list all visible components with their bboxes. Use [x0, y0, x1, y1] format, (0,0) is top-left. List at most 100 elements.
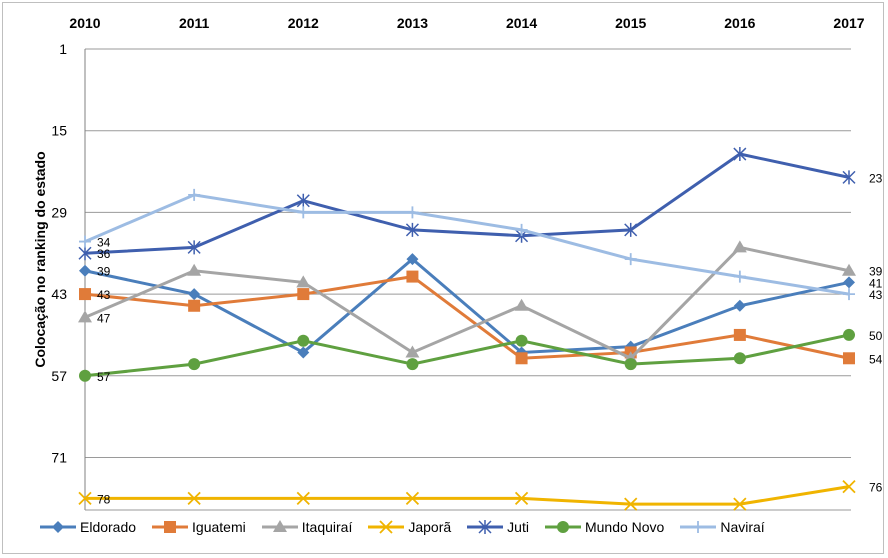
- data-point-eldorado: [297, 346, 310, 359]
- data-point-juti: [296, 193, 310, 208]
- series-line-japora: [85, 485, 850, 506]
- legend-marker: [164, 521, 177, 533]
- data-point-juti: [78, 246, 92, 261]
- data-point-iguatemi: [515, 352, 528, 365]
- legend-swatch: [680, 521, 717, 533]
- legend-label: Itaquiraí: [301, 519, 353, 535]
- data-point-navirai: [733, 270, 746, 283]
- data-point-navirai: [843, 288, 855, 301]
- data-point-navirai: [79, 235, 91, 248]
- data-point-itaquirai: [514, 298, 529, 311]
- data-point-japora: [296, 491, 310, 505]
- legend-marker: [52, 521, 64, 533]
- data-label-first: 47: [97, 311, 111, 325]
- series-line-juti: [84, 152, 850, 255]
- legend-swatch: [368, 520, 405, 534]
- data-label-last: 43: [869, 288, 883, 302]
- x-tick-label: 2012: [288, 15, 319, 31]
- y-tick-label: 15: [51, 123, 67, 139]
- data-point-itaquirai: [842, 263, 856, 276]
- legend-marker: [478, 520, 492, 534]
- legend-label: Mundo Novo: [584, 519, 665, 535]
- x-tick-label: 2014: [506, 15, 537, 31]
- legend-label: Iguatemi: [192, 519, 246, 535]
- legend-marker: [556, 521, 569, 533]
- data-point-iguatemi: [733, 328, 746, 341]
- y-tick-label: 29: [51, 204, 67, 220]
- data-point-iguatemi: [188, 299, 201, 312]
- data-point-navirai: [515, 223, 528, 236]
- data-point-navirai: [297, 206, 310, 219]
- series-line-mundo-novo: [84, 333, 850, 378]
- x-tick-label: 2010: [69, 15, 100, 31]
- data-label-first: 34: [97, 236, 111, 250]
- data-label-first: 78: [97, 492, 111, 506]
- data-label-last: 39: [869, 265, 883, 279]
- data-point-iguatemi: [79, 288, 91, 301]
- data-label-last: 50: [869, 329, 883, 343]
- legend-swatch: [544, 521, 581, 533]
- data-point-mundo-novo: [843, 328, 855, 341]
- data-point-japora: [78, 491, 92, 505]
- data-point-juti: [624, 222, 638, 237]
- data-point-mundo-novo: [733, 352, 746, 365]
- data-point-japora: [187, 491, 201, 505]
- data-point-juti: [733, 147, 747, 162]
- data-point-iguatemi: [406, 270, 419, 283]
- legend-item-navirai: Naviraí: [680, 519, 765, 535]
- data-point-japora: [514, 491, 529, 505]
- legend-label: Naviraí: [720, 519, 765, 535]
- data-point-itaquirai: [187, 263, 202, 276]
- legend-item-japora: Japorã: [368, 519, 451, 535]
- data-point-mundo-novo: [188, 358, 201, 371]
- data-label-first: 36: [97, 247, 111, 261]
- data-label-last: 54: [869, 352, 883, 366]
- data-point-mundo-novo: [297, 334, 310, 347]
- data-point-mundo-novo: [624, 358, 637, 371]
- x-tick-label: 2015: [615, 15, 646, 31]
- legend-label: Eldorado: [80, 519, 137, 535]
- data-point-japora: [842, 480, 856, 494]
- data-point-japora: [733, 497, 747, 511]
- y-tick-label: 43: [51, 286, 67, 302]
- data-point-mundo-novo: [515, 334, 528, 347]
- data-point-mundo-novo: [406, 358, 419, 371]
- series-line-itaquirai: [84, 245, 850, 361]
- data-point-itaquirai: [78, 310, 92, 323]
- legend-item-itaquirai: Itaquiraí: [261, 519, 353, 535]
- series-line-iguatemi: [84, 275, 850, 360]
- data-point-iguatemi: [297, 288, 310, 301]
- data-point-mundo-novo: [79, 369, 91, 382]
- data-point-itaquirai: [732, 240, 747, 253]
- data-point-juti: [187, 240, 201, 255]
- data-point-eldorado: [406, 253, 419, 266]
- data-point-eldorado: [79, 264, 91, 277]
- x-tick-label: 2017: [833, 15, 864, 31]
- legend-label: Japorã: [408, 519, 452, 535]
- data-label-first: 57: [97, 370, 111, 384]
- x-tick-label: 2011: [179, 15, 210, 31]
- data-point-iguatemi: [843, 352, 855, 365]
- line-chart: 1 15 29 43 57 71 2010 2011 2012 2013 2014 2015 2016 2…: [32, 15, 883, 511]
- legend-item-iguatemi: Iguatemi: [152, 519, 246, 535]
- legend-label: Juti: [507, 519, 529, 535]
- legend-marker: [379, 520, 393, 534]
- data-label-last: 41: [869, 276, 883, 290]
- legend-swatch: [467, 520, 504, 534]
- y-tick-label: 57: [51, 368, 67, 384]
- legend-swatch: [261, 520, 298, 532]
- data-point-itaquirai: [296, 275, 311, 288]
- legend-marker: [692, 521, 705, 533]
- data-point-navirai: [188, 188, 201, 201]
- x-tick-label: 2013: [397, 15, 428, 31]
- data-point-japora: [405, 491, 420, 505]
- series-line-navirai: [84, 193, 850, 296]
- data-point-navirai: [406, 206, 419, 219]
- data-point-eldorado: [188, 288, 201, 301]
- data-label-first: 39: [97, 265, 111, 279]
- data-point-juti: [405, 222, 419, 237]
- legend-item-mundo-novo: Mundo Novo: [544, 519, 665, 535]
- legend-swatch: [40, 521, 76, 533]
- legend: Eldorado Iguatemi Itaquiraí Japorã Juti Mundo…: [40, 519, 781, 535]
